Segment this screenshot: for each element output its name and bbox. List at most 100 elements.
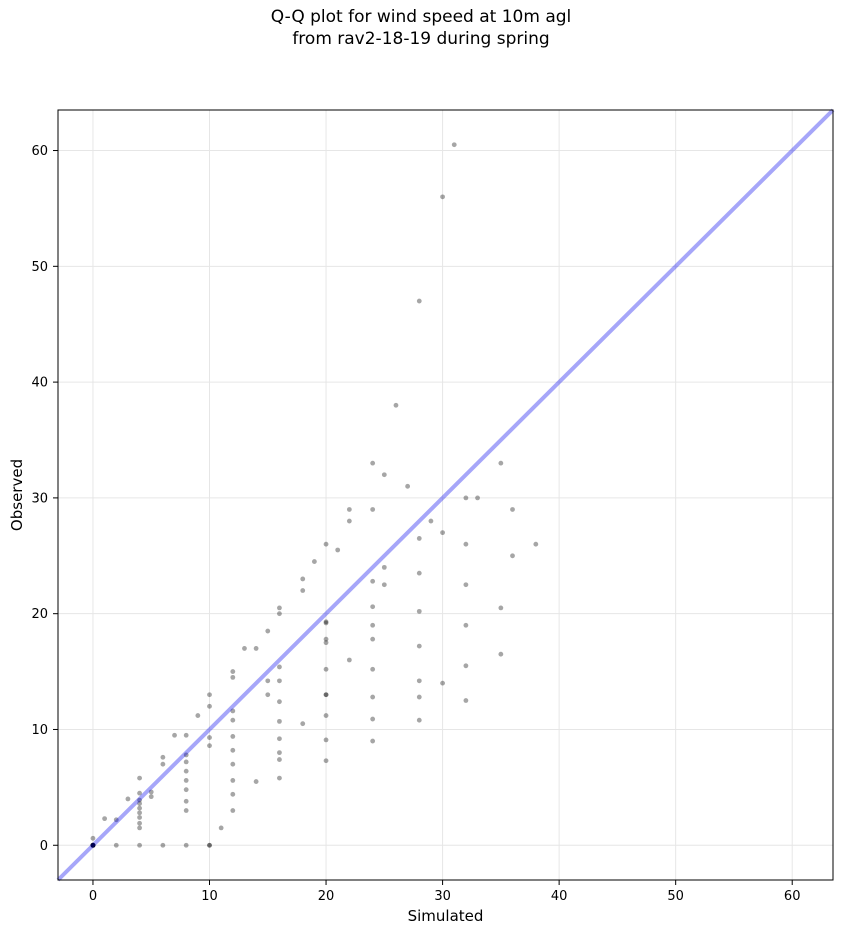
data-point xyxy=(90,842,96,848)
data-point xyxy=(137,775,142,781)
data-point xyxy=(137,825,142,831)
data-point xyxy=(381,582,387,588)
data-point xyxy=(370,622,376,628)
x-tick-label: 60 xyxy=(784,889,801,904)
data-point xyxy=(463,582,469,588)
data-point xyxy=(370,604,376,610)
data-point xyxy=(277,678,282,684)
chart-title: Q-Q plot for wind speed at 10m agl from … xyxy=(0,6,842,50)
data-point xyxy=(277,757,282,762)
data-point xyxy=(230,669,236,674)
data-point xyxy=(183,778,189,783)
data-point xyxy=(277,775,282,781)
data-point xyxy=(90,842,96,848)
data-point xyxy=(253,646,259,651)
data-point xyxy=(416,678,422,684)
data-point xyxy=(311,559,317,564)
data-point xyxy=(393,402,399,408)
data-point xyxy=(90,835,96,841)
data-point xyxy=(160,754,166,760)
data-point xyxy=(218,825,224,831)
data-point xyxy=(300,588,306,593)
data-point xyxy=(300,721,306,727)
data-point xyxy=(137,790,142,796)
data-point xyxy=(183,732,189,738)
data-point xyxy=(323,713,329,718)
data-point xyxy=(498,651,504,657)
x-tick-label: 0 xyxy=(89,889,97,904)
data-point xyxy=(137,815,142,820)
data-point xyxy=(323,737,329,743)
grid-layer xyxy=(58,110,833,880)
data-point xyxy=(207,842,212,848)
data-point xyxy=(183,798,189,804)
data-point xyxy=(463,541,469,547)
data-point xyxy=(323,640,329,646)
data-point xyxy=(416,298,422,304)
data-point xyxy=(230,717,236,723)
data-point xyxy=(381,564,387,570)
data-point xyxy=(323,541,329,547)
y-tick-label: 10 xyxy=(31,723,48,738)
data-point xyxy=(137,805,142,811)
data-point xyxy=(416,717,422,723)
y-tick-label: 30 xyxy=(31,491,48,506)
data-point xyxy=(253,779,259,784)
data-point xyxy=(183,759,189,765)
data-point xyxy=(277,718,282,724)
data-point xyxy=(475,495,480,501)
data-point xyxy=(125,796,131,802)
data-point xyxy=(440,680,445,686)
data-point xyxy=(230,674,236,680)
data-point xyxy=(440,530,445,536)
data-point xyxy=(90,842,96,848)
data-point xyxy=(137,820,142,826)
data-point xyxy=(451,142,457,148)
data-point xyxy=(102,816,108,822)
data-point xyxy=(323,636,329,642)
data-point xyxy=(265,678,271,684)
data-points xyxy=(90,142,539,848)
data-point xyxy=(463,495,469,501)
data-point xyxy=(277,664,282,670)
data-point xyxy=(498,460,504,466)
data-point xyxy=(510,553,515,559)
y-tick-label: 40 xyxy=(31,376,48,391)
data-point xyxy=(370,716,376,722)
y-axis-label: Observed xyxy=(8,459,26,531)
data-point xyxy=(277,605,282,611)
data-point xyxy=(230,747,236,753)
data-point xyxy=(90,842,96,848)
data-point xyxy=(265,628,271,634)
data-point xyxy=(207,703,212,709)
data-point xyxy=(242,646,247,651)
chart-title-line-2: from rav2-18-19 during spring xyxy=(292,29,550,49)
data-point xyxy=(230,791,236,797)
data-point xyxy=(230,708,236,714)
data-point xyxy=(183,787,189,793)
data-point xyxy=(370,738,376,744)
data-point xyxy=(113,817,119,823)
data-point xyxy=(207,692,212,698)
x-tick-label: 20 xyxy=(318,889,335,904)
x-tick-label: 50 xyxy=(667,889,684,904)
data-point xyxy=(463,622,469,628)
data-point xyxy=(90,842,96,848)
data-point xyxy=(463,663,469,669)
data-point xyxy=(370,666,376,672)
data-point xyxy=(230,734,236,739)
data-point xyxy=(172,732,177,738)
data-point xyxy=(113,842,119,848)
chart-title-line-1: Q-Q plot for wind speed at 10m agl xyxy=(270,7,572,27)
data-point xyxy=(183,808,189,813)
x-tick-label: 40 xyxy=(551,889,568,904)
data-point xyxy=(416,643,422,649)
y-tick-label: 50 xyxy=(31,260,48,275)
data-point xyxy=(137,797,142,803)
x-tick-label: 10 xyxy=(201,889,218,904)
data-point xyxy=(207,743,212,749)
data-point xyxy=(265,692,271,698)
data-point xyxy=(381,472,387,478)
data-point xyxy=(323,692,329,698)
